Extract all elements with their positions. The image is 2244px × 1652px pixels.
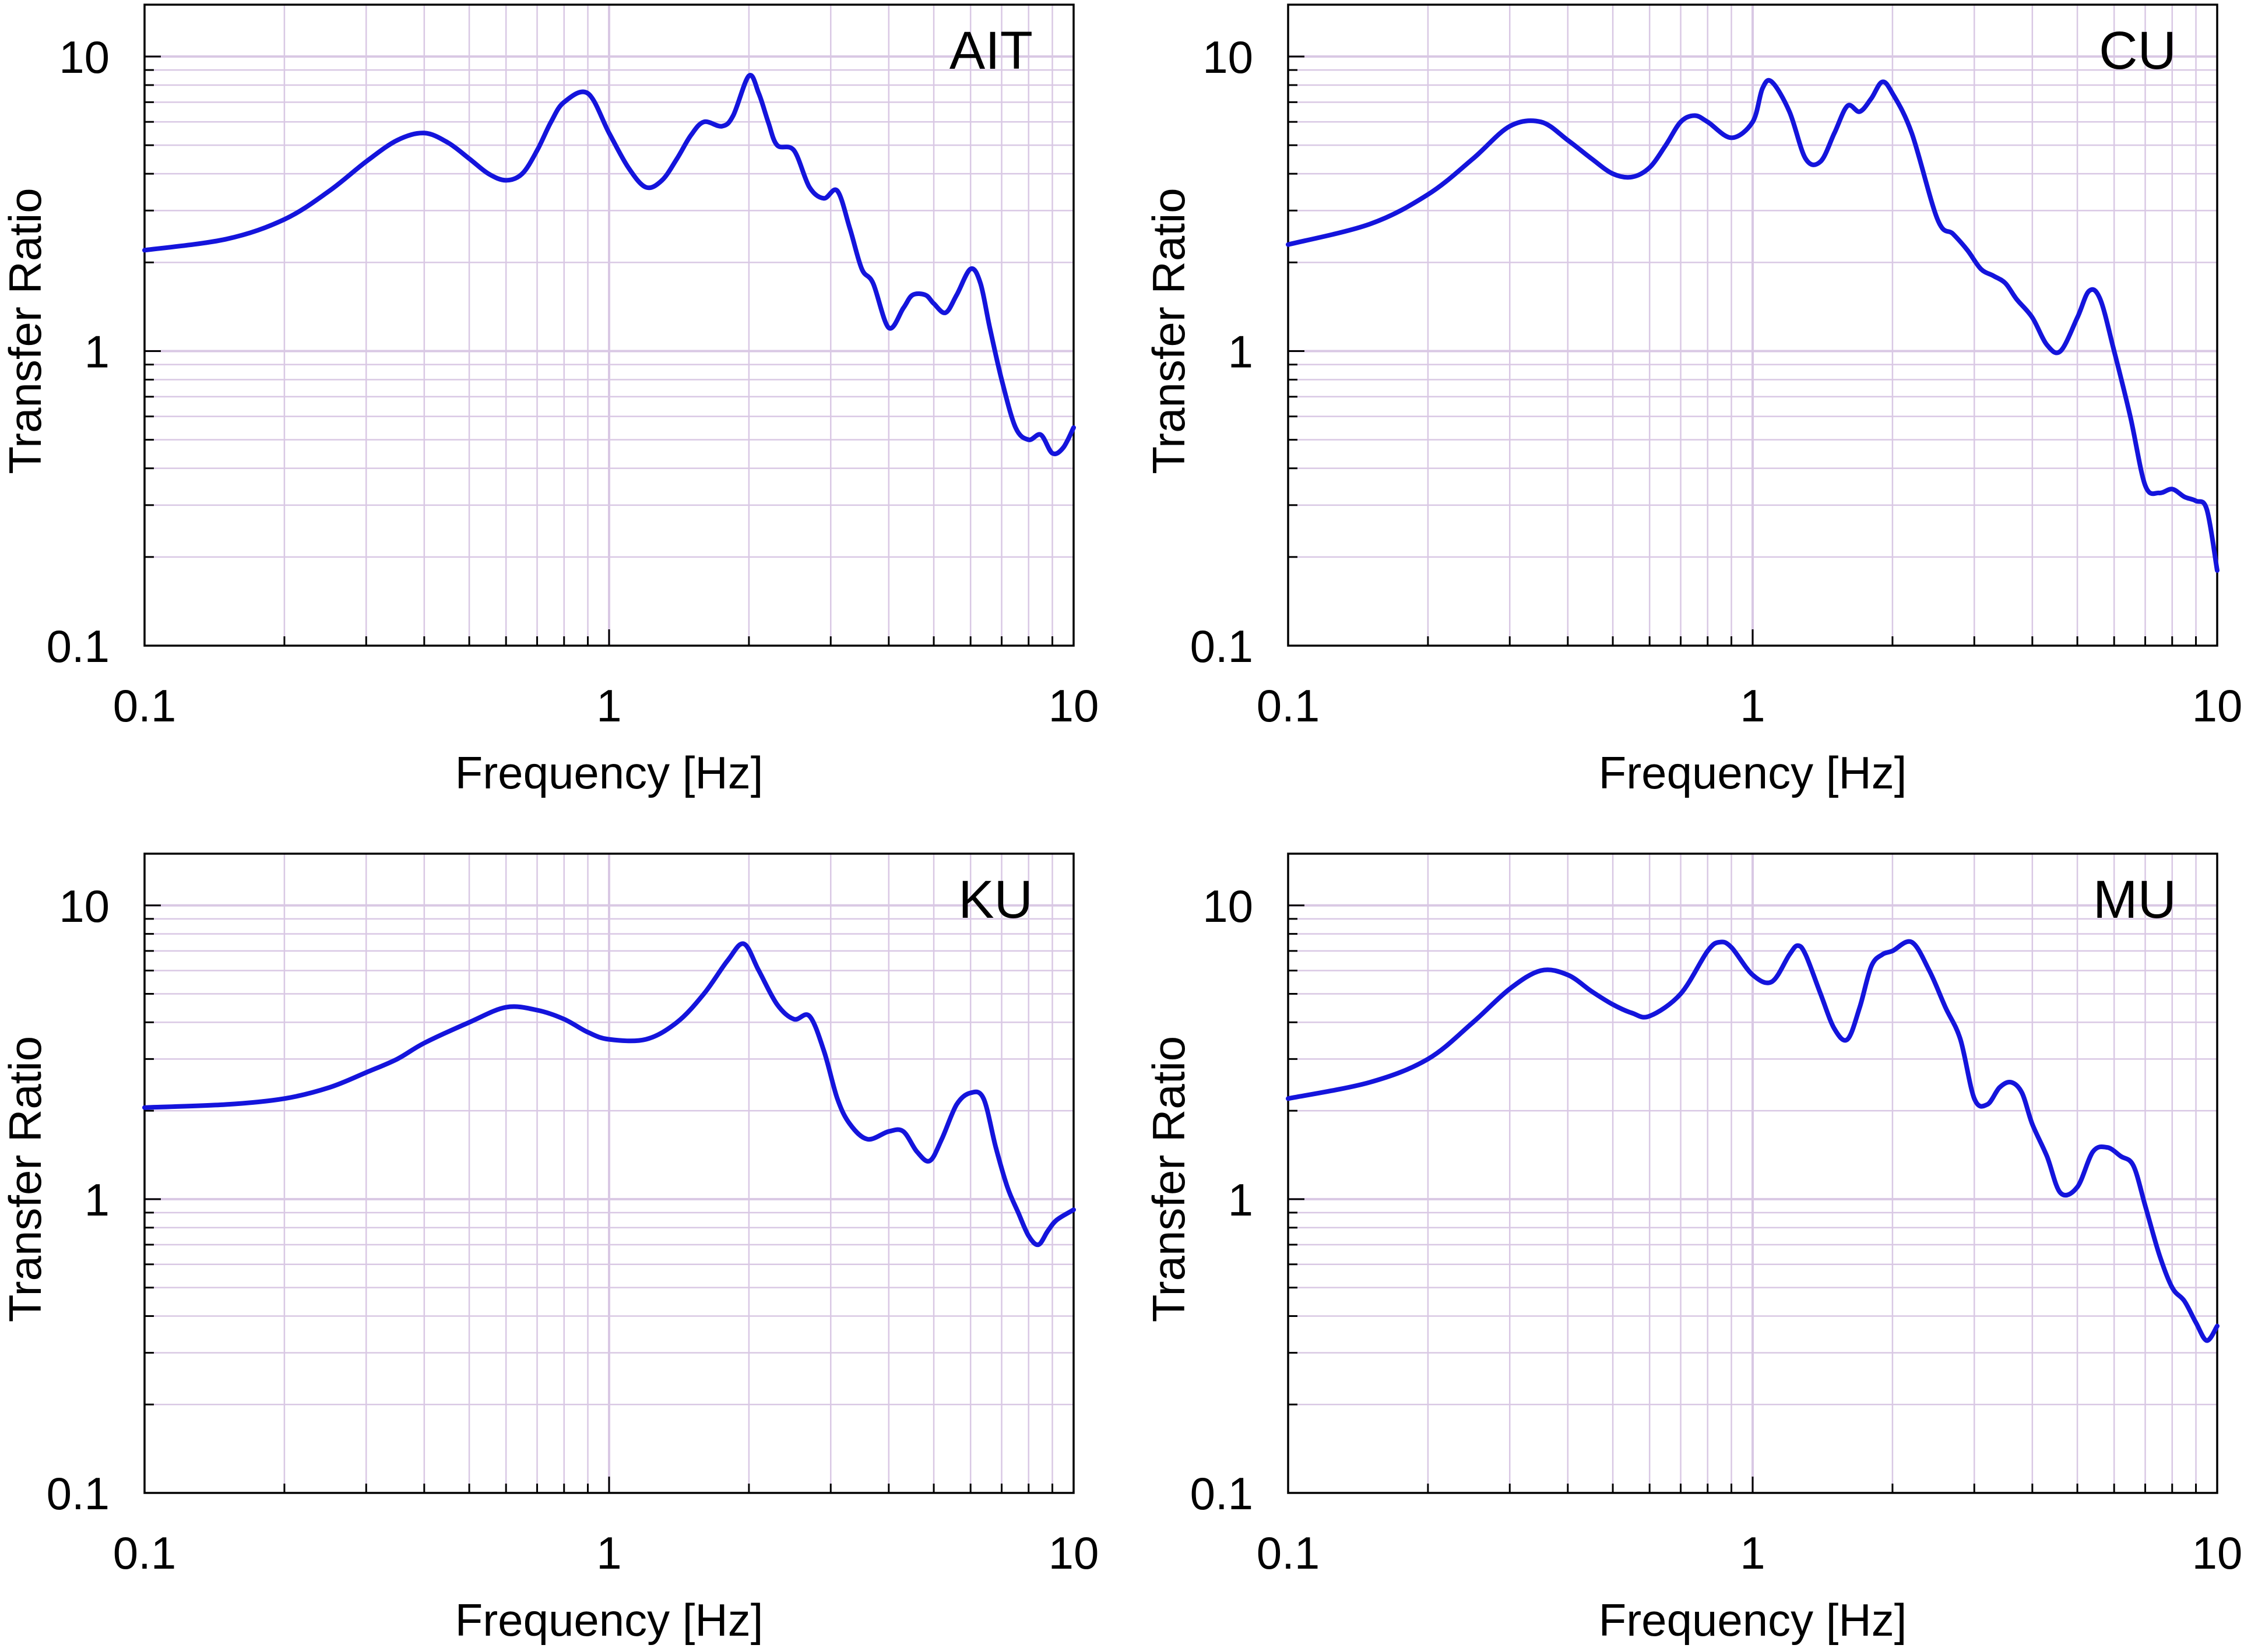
- x-axis-label: Frequency [Hz]: [1599, 1594, 1907, 1646]
- ticks: [1288, 55, 2197, 646]
- y-axis-label: Transfer Ratio: [1143, 1036, 1194, 1322]
- series-line-cu: [1286, 78, 2220, 573]
- grid: [1288, 5, 2217, 646]
- y-axis-label: Transfer Ratio: [0, 188, 51, 474]
- y-tick-label: 1: [85, 326, 110, 378]
- y-tick-label: 10: [59, 31, 110, 83]
- y-tick-label: 0.1: [1190, 1468, 1253, 1519]
- x-tick-label: 10: [1049, 1527, 1099, 1579]
- grid: [1288, 854, 2217, 1493]
- x-tick-label: 10: [2192, 680, 2243, 731]
- x-tick-label: 1: [596, 1527, 621, 1579]
- y-tick-label: 10: [1202, 880, 1253, 932]
- y-axis-label: Transfer Ratio: [0, 1036, 51, 1322]
- station-label: CU: [2099, 21, 2176, 80]
- x-tick-label: 1: [1740, 1527, 1765, 1579]
- x-axis-label: Frequency [Hz]: [1599, 747, 1907, 798]
- series-line-ait: [142, 73, 1076, 456]
- y-tick-label: 0.1: [47, 621, 110, 672]
- station-label: MU: [2093, 870, 2176, 929]
- chart-panel-ku: 0.1 1 10 0.1 1 10 Frequency [Hz] Transfer Ratio…: [0, 853, 1099, 1646]
- series-line-ku: [142, 941, 1076, 1248]
- chart-panel-mu: 0.1 1 10 0.1 1 10 Frequency [Hz] Transfer Ratio…: [1143, 853, 2243, 1646]
- y-tick-label: 1: [1228, 326, 1253, 378]
- x-tick-label: 10: [2192, 1527, 2243, 1579]
- y-tick-label: 10: [1202, 31, 1253, 83]
- series-line-mu: [1286, 939, 2220, 1343]
- y-tick-label: 0.1: [47, 1468, 110, 1519]
- y-tick-label: 10: [59, 880, 110, 932]
- x-tick-label: 1: [1740, 680, 1765, 731]
- x-tick-label: 1: [596, 680, 621, 731]
- x-tick-label: 0.1: [113, 1527, 176, 1579]
- station-label: AIT: [949, 21, 1033, 80]
- grid: [145, 854, 1074, 1493]
- station-label: KU: [958, 870, 1033, 929]
- x-axis-label: Frequency [Hz]: [455, 1594, 764, 1646]
- grid: [145, 5, 1074, 646]
- y-tick-label: 0.1: [1190, 621, 1253, 672]
- chart-panel-cu: 0.1 1 10 0.1 1 10 Frequency [Hz] Transfer Ratio…: [1143, 3, 2243, 798]
- x-tick-label: 10: [1049, 680, 1099, 731]
- y-tick-label: 1: [85, 1174, 110, 1225]
- y-axis-label: Transfer Ratio: [1143, 188, 1194, 474]
- chart-panel-ait: 0.1 1 10 0.1 1 10 Frequency [Hz] Transfer Ratio…: [0, 3, 1099, 798]
- x-tick-label: 0.1: [1257, 680, 1320, 731]
- ticks: [1288, 904, 2197, 1493]
- ticks: [145, 904, 1054, 1493]
- x-tick-label: 0.1: [1257, 1527, 1320, 1579]
- ticks: [145, 55, 1054, 646]
- y-tick-label: 1: [1228, 1174, 1253, 1225]
- x-axis-label: Frequency [Hz]: [455, 747, 764, 798]
- x-tick-label: 0.1: [113, 680, 176, 731]
